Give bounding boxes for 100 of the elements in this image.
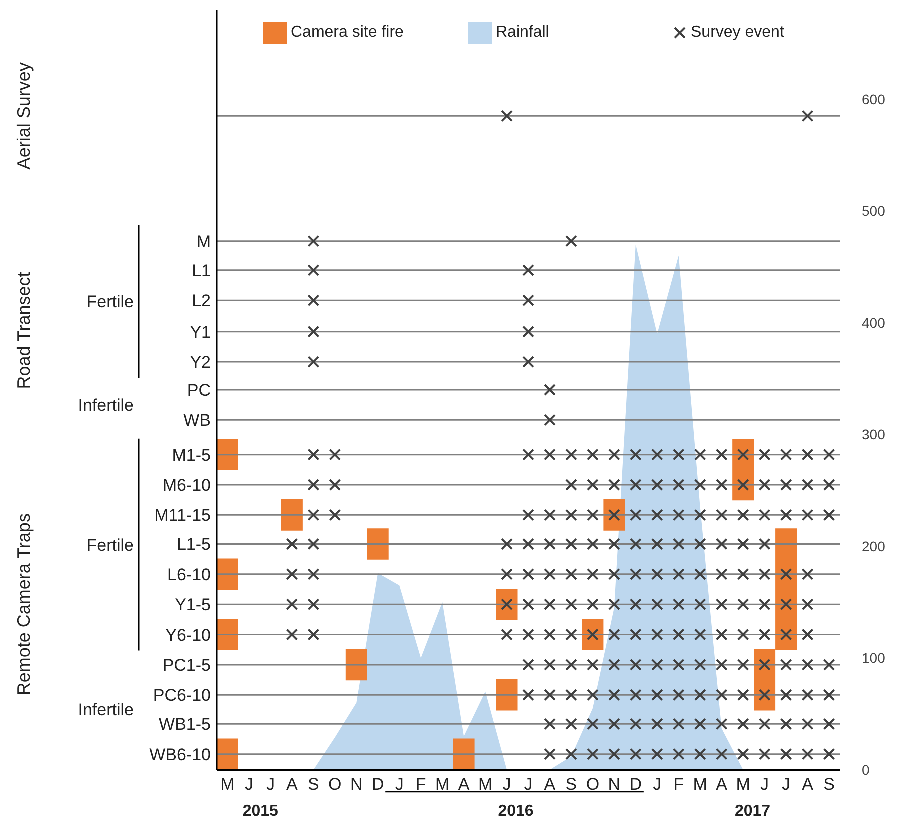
point: [737, 568, 750, 580]
point: [522, 628, 534, 641]
point: [737, 479, 750, 491]
point: [694, 448, 706, 461]
point: [522, 538, 534, 550]
point: [565, 628, 578, 641]
point: [802, 689, 814, 702]
point: [802, 628, 814, 641]
point: [630, 448, 642, 461]
y2-tick-label: 600: [862, 91, 886, 108]
point: [672, 568, 685, 580]
point: [651, 479, 664, 491]
point: [672, 509, 685, 522]
point: [802, 568, 814, 580]
point: [501, 568, 514, 580]
point: [672, 628, 685, 641]
point: [586, 538, 599, 550]
text: 2016: [498, 803, 534, 820]
bar: [453, 738, 475, 770]
point: [501, 628, 514, 641]
y2-tick-label: 200: [862, 538, 886, 554]
bar: [496, 679, 518, 711]
point: [651, 718, 664, 730]
point: [308, 264, 320, 276]
point: [737, 718, 750, 730]
point: [758, 718, 771, 730]
point: [630, 538, 642, 550]
point: [308, 356, 320, 368]
x-tick-label: J: [502, 775, 512, 794]
point: [565, 718, 578, 730]
point: [802, 718, 814, 730]
point: [308, 235, 320, 248]
text: Road Transect: [14, 272, 34, 390]
ref-line-label: M11-15: [154, 506, 211, 526]
point: [780, 748, 792, 760]
ref-line-label: PC1-5: [162, 656, 211, 675]
point: [802, 658, 814, 671]
x-tick-label: J: [524, 775, 533, 794]
ref-line-label: M: [196, 232, 211, 252]
point: [802, 509, 814, 522]
point: [522, 326, 534, 338]
x-tick-label: F: [674, 775, 684, 794]
x-tick-label: M: [693, 775, 708, 794]
x-tick-label: A: [802, 775, 814, 794]
point: [630, 628, 642, 641]
point: [308, 479, 320, 491]
point: [630, 568, 642, 580]
point: [544, 448, 556, 461]
point: [651, 568, 664, 580]
bar: [367, 528, 389, 560]
point: [286, 568, 298, 580]
point: [501, 538, 514, 550]
point: [608, 598, 620, 611]
y2-tick-label: 500: [862, 203, 886, 220]
point: [823, 689, 836, 702]
point: [522, 568, 534, 580]
bar: [217, 439, 238, 470]
point: [522, 356, 534, 368]
ref-line-label: WB1-5: [159, 715, 211, 734]
legend-label: Survey event: [691, 24, 784, 42]
x-tick-label: J: [244, 775, 254, 794]
point: [586, 689, 599, 702]
point: [651, 689, 664, 702]
point: [544, 748, 556, 760]
point: [608, 538, 620, 550]
x-tick-label: A: [286, 775, 299, 794]
point: [329, 448, 342, 461]
point: [780, 689, 792, 702]
ref-line-label: M6-10: [162, 476, 211, 495]
point: [544, 628, 556, 641]
point: [716, 479, 728, 491]
point: [565, 568, 578, 580]
point: [737, 448, 750, 461]
point: [630, 509, 642, 522]
point: [565, 598, 578, 611]
ref-line-label: L2: [192, 292, 211, 311]
point: [586, 748, 599, 760]
point: [672, 479, 685, 491]
ref-line-label: Y6-10: [166, 626, 211, 645]
point: [672, 748, 685, 760]
point: [823, 448, 836, 461]
point: [737, 748, 750, 760]
point: [694, 658, 706, 671]
point: [565, 658, 578, 671]
point: [522, 689, 534, 702]
point: [544, 718, 556, 730]
ref-line-label: L1: [192, 261, 211, 280]
point: [694, 479, 706, 491]
ref-line-label: L6-10: [168, 565, 211, 584]
point: [716, 658, 728, 671]
point: [544, 689, 556, 702]
bar: [281, 500, 303, 531]
y2-tick-label: 0: [862, 762, 870, 778]
y2-tick-label: 100: [862, 650, 886, 666]
point: [716, 568, 728, 580]
x-tick-label: S: [566, 775, 578, 794]
point: [694, 568, 706, 580]
point: [565, 509, 578, 522]
point: [780, 718, 792, 730]
point: [716, 598, 728, 611]
